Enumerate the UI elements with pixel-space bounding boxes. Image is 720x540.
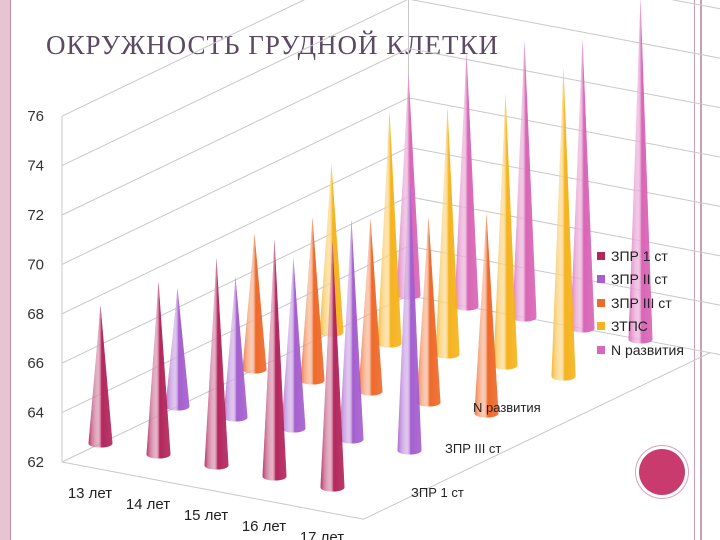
cone-mark bbox=[300, 217, 325, 385]
cone-mark bbox=[377, 111, 402, 348]
cone-mark bbox=[628, 0, 653, 344]
cone-mark bbox=[242, 233, 267, 374]
legend-swatch bbox=[597, 322, 605, 331]
cone-mark bbox=[493, 93, 518, 370]
y-tick-label: 66 bbox=[27, 355, 44, 372]
x-tick-label: 17 лет bbox=[300, 529, 344, 540]
left-border-decoration bbox=[0, 0, 11, 540]
cone-mark bbox=[319, 164, 344, 337]
cone-mark bbox=[570, 39, 595, 333]
right-border-line bbox=[694, 0, 695, 540]
cone-mark bbox=[358, 218, 383, 396]
cone-mark bbox=[281, 258, 306, 433]
legend-label: ЗПР II ст bbox=[611, 271, 668, 288]
cone-mark bbox=[320, 240, 345, 492]
x-tick-label: 14 лет bbox=[126, 496, 170, 513]
gridline bbox=[61, 0, 720, 167]
y-tick-label: 62 bbox=[27, 454, 44, 471]
cone-mark bbox=[204, 258, 229, 470]
cone-mark bbox=[551, 67, 576, 381]
y-tick-label: 76 bbox=[27, 108, 44, 125]
cone-mark bbox=[146, 281, 171, 459]
x-tick-label: 13 лет bbox=[68, 485, 112, 502]
cone-mark bbox=[339, 219, 364, 444]
depth-axis-label: ЗПР III ст bbox=[445, 441, 501, 456]
cone-mark bbox=[474, 213, 499, 418]
legend-swatch bbox=[597, 275, 605, 284]
legend-label: ЗПР 1 ст bbox=[611, 247, 668, 264]
y-tick-label: 68 bbox=[27, 306, 44, 323]
cone-mark bbox=[435, 107, 460, 359]
slide-title: ОКРУЖНОСТЬ ГРУДНОЙ КЛЕТКИ bbox=[46, 30, 500, 60]
legend-item: ЗПР II ст bbox=[597, 268, 684, 292]
x-tick-label: 15 лет bbox=[184, 507, 228, 524]
legend-item: ЗПР III ст bbox=[597, 291, 684, 315]
gridline bbox=[61, 0, 720, 117]
depth-axis-label: N развития bbox=[473, 400, 541, 415]
cone-mark bbox=[262, 239, 287, 481]
depth-axis-label: ЗПР 1 ст bbox=[411, 485, 464, 500]
y-tick-label: 72 bbox=[27, 207, 44, 224]
cone-mark bbox=[165, 287, 190, 411]
cone-mark bbox=[454, 52, 479, 311]
decorative-circle bbox=[639, 449, 685, 495]
cone-mark bbox=[223, 276, 248, 422]
chart-legend: ЗПР 1 ст ЗПР II ст ЗПР III ст ЗТПС N развити… bbox=[597, 244, 684, 362]
x-tick-label: 16 лет bbox=[242, 518, 286, 535]
legend-swatch bbox=[597, 298, 605, 307]
cone-mark bbox=[416, 217, 441, 407]
y-tick-label: 70 bbox=[27, 256, 44, 273]
cone-mark bbox=[396, 73, 421, 300]
legend-item: ЗТПС bbox=[597, 315, 684, 339]
legend-swatch bbox=[597, 251, 605, 260]
cone-mark bbox=[88, 305, 113, 448]
legend-swatch bbox=[597, 345, 605, 354]
cone-mark bbox=[397, 166, 422, 455]
legend-label: N развития bbox=[611, 341, 684, 358]
legend-item: ЗПР 1 ст bbox=[597, 244, 684, 268]
y-tick-label: 64 bbox=[27, 405, 44, 422]
cone-mark bbox=[512, 40, 537, 322]
legend-label: ЗПР III ст bbox=[611, 294, 672, 311]
y-tick-label: 74 bbox=[27, 158, 44, 175]
legend-label: ЗТПС bbox=[611, 318, 648, 335]
right-border-line-double bbox=[700, 0, 702, 540]
legend-item: N развития bbox=[597, 338, 684, 362]
floor-edge bbox=[61, 352, 711, 520]
